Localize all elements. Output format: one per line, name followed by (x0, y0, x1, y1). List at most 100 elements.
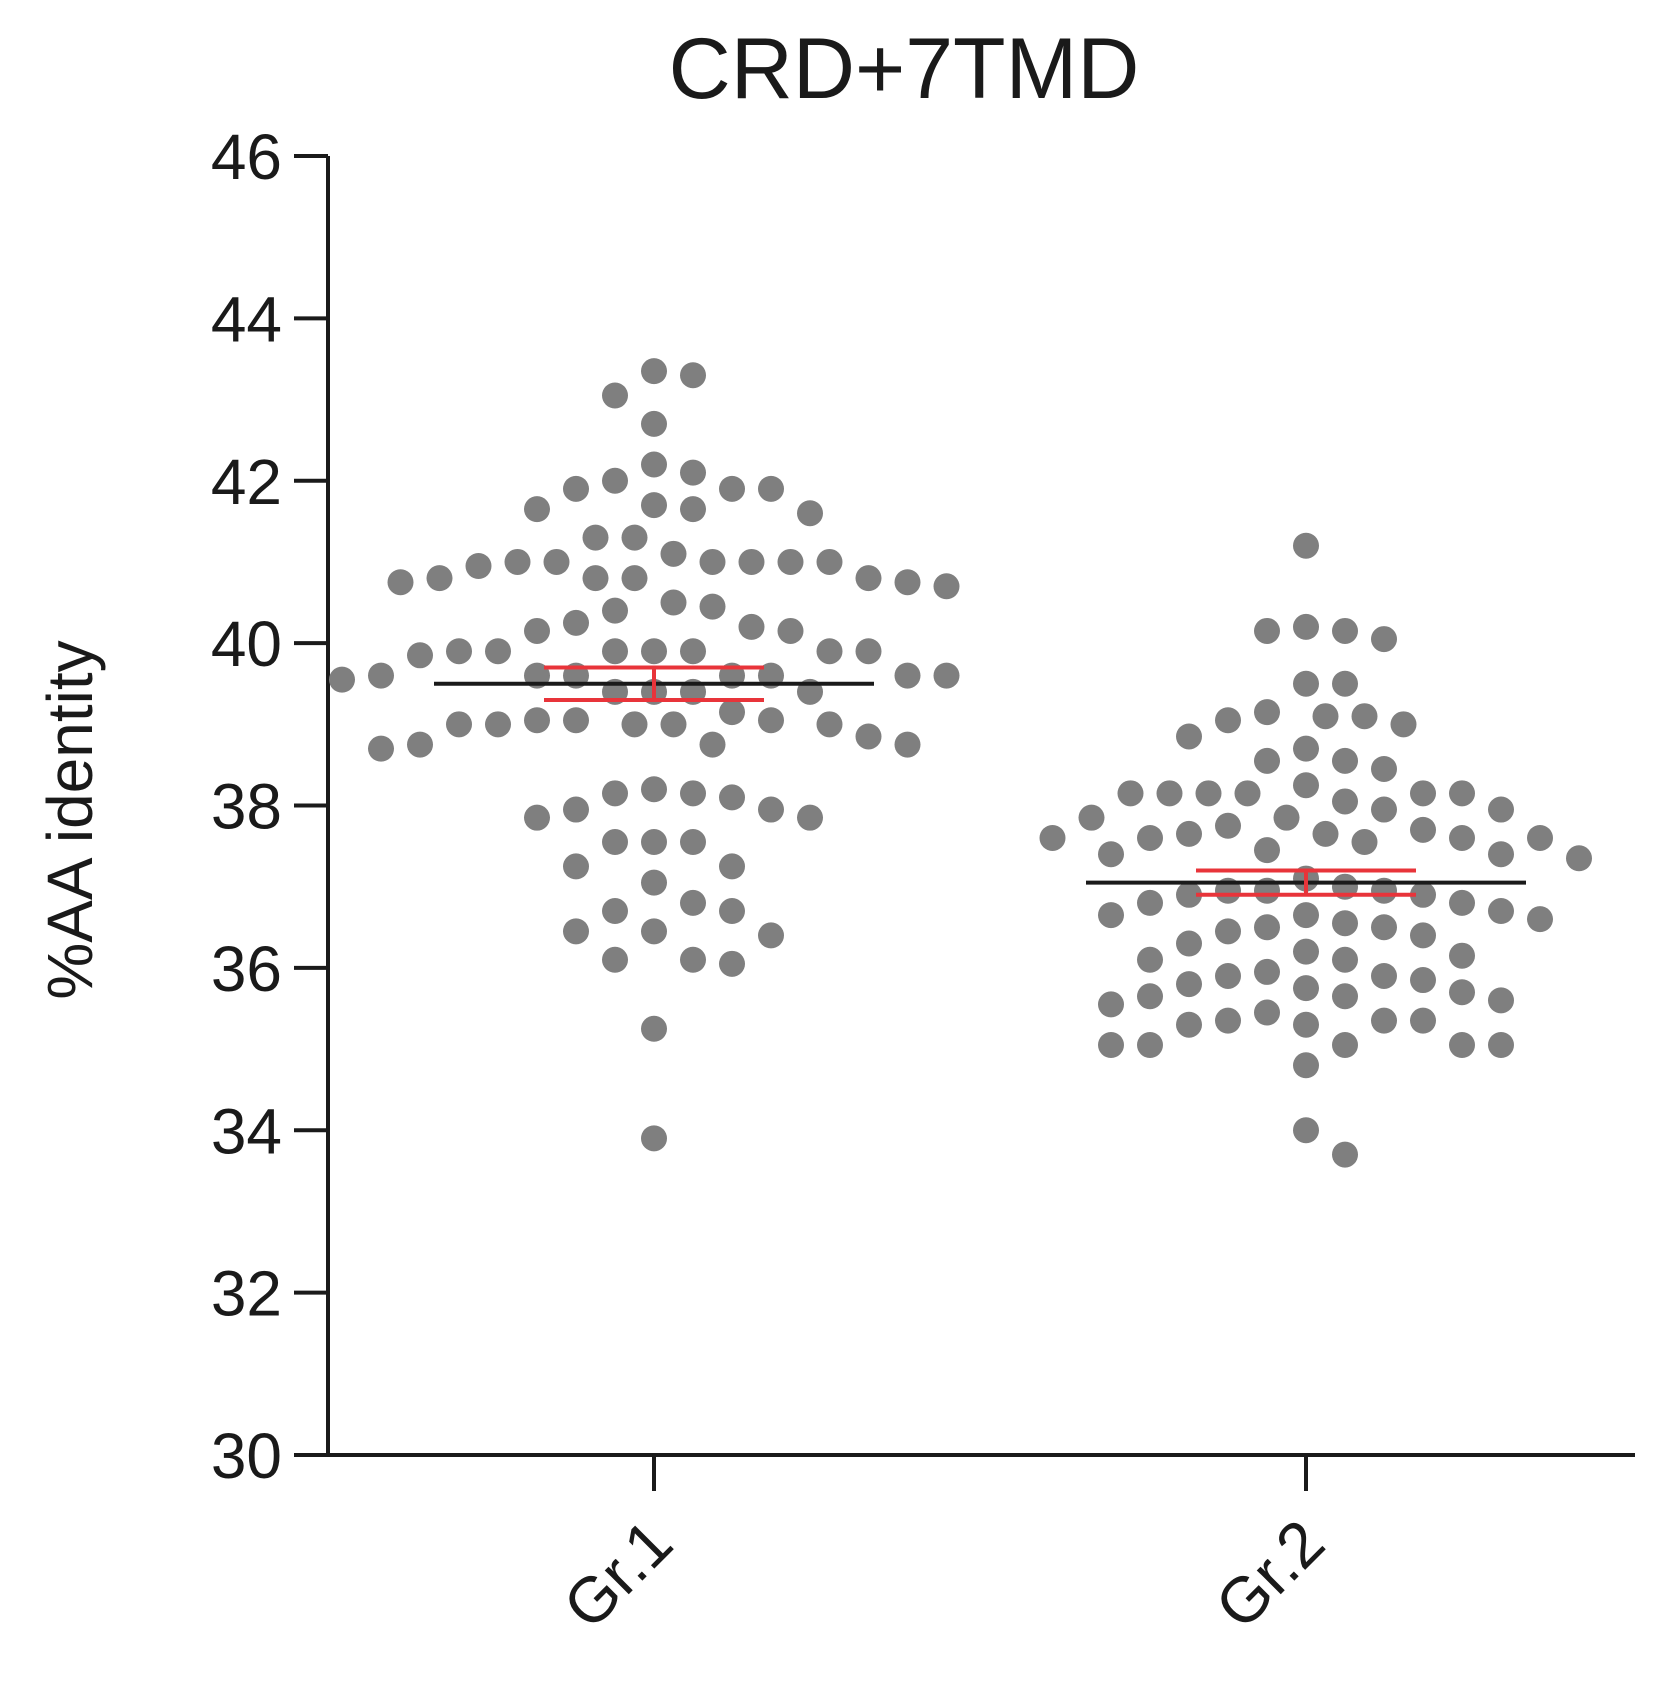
data-point-gr2 (1039, 824, 1066, 851)
data-point-gr2 (1332, 910, 1358, 937)
data-point-gr2 (1176, 1011, 1202, 1038)
data-point-gr2 (1449, 1032, 1475, 1059)
data-point-gr2 (1449, 979, 1475, 1006)
data-point-gr2 (1371, 755, 1397, 782)
data-point-gr1 (641, 451, 667, 478)
data-point-gr1 (602, 597, 628, 624)
data-point-gr2 (1449, 824, 1475, 851)
data-point-gr1 (719, 475, 745, 502)
axes: 30 32 34 36 38 40 42 44 46 Gr.1 Gr.2 (211, 121, 1635, 1642)
data-point-gr2 (1254, 914, 1280, 941)
data-point-gr2 (1527, 906, 1553, 933)
data-point-gr2 (1410, 1007, 1436, 1034)
data-point-gr1 (933, 662, 960, 689)
data-point-gr1 (660, 711, 687, 738)
data-point-gr2 (1293, 772, 1319, 799)
data-point-gr1 (621, 524, 648, 551)
data-point-gr1 (758, 796, 784, 823)
data-point-gr2 (1215, 707, 1241, 734)
data-point-gr2 (1371, 1007, 1397, 1034)
data-point-gr2 (1215, 1007, 1241, 1034)
data-point-gr1 (524, 496, 550, 523)
data-point-gr2 (1293, 975, 1319, 1002)
data-point-gr1 (446, 638, 472, 665)
data-point-gr2 (1293, 613, 1319, 640)
data-point-gr2 (1332, 788, 1358, 815)
data-point-gr2 (1449, 780, 1475, 807)
y-tick-label: 44 (211, 283, 282, 355)
data-point-gr1 (816, 548, 843, 575)
data-point-gr1 (602, 467, 628, 494)
data-point-gr1 (797, 804, 823, 831)
data-point-gr2 (1332, 1032, 1358, 1059)
data-point-gr1 (602, 638, 628, 665)
data-point-gr2 (1137, 1032, 1163, 1059)
data-point-gr2 (1234, 780, 1261, 807)
data-point-gr2 (1449, 942, 1475, 969)
data-point-gr1 (680, 459, 706, 486)
data-point-gr1 (621, 711, 648, 738)
y-tick-label: 30 (211, 1420, 282, 1492)
data-point-gr1 (602, 829, 628, 856)
data-point-gr2 (1215, 962, 1241, 989)
data-point-gr1 (641, 776, 667, 803)
data-point-gr1 (582, 565, 609, 592)
data-point-gr1 (621, 565, 648, 592)
data-point-gr2 (1488, 987, 1514, 1014)
data-point-gr2 (1273, 804, 1300, 831)
data-point-gr1 (816, 711, 843, 738)
data-point-gr1 (563, 853, 589, 880)
data-point-gr1 (368, 735, 394, 762)
data-point-gr2 (1098, 841, 1124, 868)
data-point-gr1 (641, 829, 667, 856)
data-point-gr2 (1078, 804, 1105, 831)
data-point-gr2 (1293, 1011, 1319, 1038)
chart-title: CRD+7TMD (669, 21, 1140, 117)
data-point-gr1 (680, 496, 706, 523)
data-point-gr1 (699, 731, 726, 758)
data-point-gr1 (602, 898, 628, 925)
x-tick-label: Gr.2 (1201, 1506, 1337, 1642)
data-point-gr1 (407, 642, 433, 669)
data-point-gr2 (1390, 711, 1417, 738)
data-point-gr1 (387, 569, 414, 596)
data-point-gr2 (1117, 780, 1144, 807)
data-point-gr1 (855, 723, 882, 750)
data-point-gr2 (1215, 918, 1241, 945)
data-point-gr1 (563, 707, 589, 734)
data-point-gr2 (1332, 946, 1358, 973)
y-tick-label: 32 (211, 1258, 282, 1330)
data-point-gr1 (660, 540, 687, 567)
y-tick-label: 38 (211, 771, 282, 843)
data-point-gr1 (426, 565, 453, 592)
data-point-gr1 (524, 617, 550, 644)
data-point-gr1 (407, 731, 433, 758)
data-point-gr1 (563, 918, 589, 945)
data-point-gr2 (1488, 898, 1514, 925)
data-point-gr2 (1332, 617, 1358, 644)
data-point-gr1 (894, 731, 921, 758)
data-point-gr2 (1410, 881, 1436, 908)
data-point-gr1 (719, 699, 745, 726)
data-point-gr1 (465, 552, 492, 579)
data-point-gr2 (1176, 930, 1202, 957)
data-point-gr2 (1488, 841, 1514, 868)
y-tick-label: 42 (211, 446, 282, 518)
data-point-gr1 (368, 662, 394, 689)
y-axis-label: %AA identity (34, 640, 106, 999)
data-point-gr1 (329, 666, 355, 693)
data-point-gr1 (894, 569, 921, 596)
data-point-gr2 (1332, 983, 1358, 1010)
data-point-gr1 (719, 898, 745, 925)
data-point-gr2 (1293, 735, 1319, 762)
data-point-gr2 (1293, 938, 1319, 965)
data-point-gr2 (1312, 820, 1339, 847)
data-point-gr2 (1332, 670, 1358, 697)
data-point-gr2 (1488, 796, 1514, 823)
data-point-gr2 (1293, 532, 1319, 559)
data-point-gr1 (563, 796, 589, 823)
data-point-gr1 (699, 593, 726, 620)
data-point-gr2 (1488, 1032, 1514, 1059)
data-point-gr1 (602, 780, 628, 807)
